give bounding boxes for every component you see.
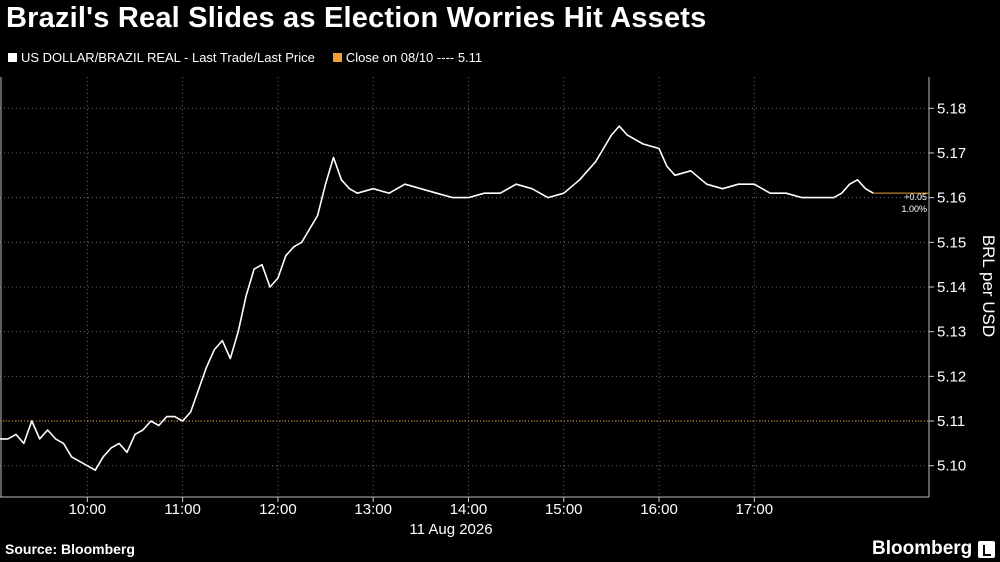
y-tick-label: 5.16 <box>937 190 966 207</box>
change-pct-label: 1.00% <box>901 204 927 214</box>
grid <box>0 77 929 497</box>
x-tick-label: 16:00 <box>640 501 678 518</box>
y-tick-label: 5.12 <box>937 368 966 385</box>
x-tick-label: 14:00 <box>450 501 488 518</box>
legend-series-label: US DOLLAR/BRAZIL REAL - Last Trade/Last … <box>21 50 315 65</box>
close-swatch <box>332 53 342 62</box>
chart-badge-icon <box>978 540 996 558</box>
usdbrl-price-line <box>0 125 874 472</box>
chart-title: Brazil's Real Slides as Election Worries… <box>6 2 707 34</box>
y-tick-label: 5.18 <box>937 100 966 117</box>
x-tick-label: 10:00 <box>69 501 107 518</box>
legend-close-label: Close on 08/10 ---- 5.11 <box>345 50 483 65</box>
y-tick-label: 5.15 <box>937 234 966 251</box>
series-group <box>0 125 929 472</box>
brand-wordmark: Bloomberg <box>872 538 973 559</box>
x-tick-label: 12:00 <box>259 501 297 518</box>
brand-logo: Bloomberg <box>872 538 996 560</box>
x-tick-label: 11:00 <box>164 501 200 518</box>
x-axis-date-label: 11 Aug 2026 <box>409 521 493 538</box>
axes <box>0 77 934 502</box>
source-note: Source: Bloomberg <box>5 541 135 557</box>
x-tick-label: 17:00 <box>736 501 774 518</box>
x-tick-label: 13:00 <box>354 501 392 518</box>
tick-labels: 5.10 5.11 5.12 5.13 5.14 5.15 5.16 5.17 5.18 10:0… <box>69 100 967 518</box>
legend: US DOLLAR/BRAZIL REAL - Last Trade/Last … <box>8 50 482 65</box>
y-tick-label: 5.13 <box>937 324 966 341</box>
y-tick-label: 5.17 <box>937 145 966 162</box>
y-axis-label: BRL per USD <box>979 234 998 338</box>
series-swatch <box>8 53 17 62</box>
y-tick-label: 5.11 <box>937 413 965 430</box>
change-abs-label: +0.05 <box>904 192 927 202</box>
x-tick-label: 15:00 <box>545 501 583 518</box>
y-tick-label: 5.10 <box>937 458 966 475</box>
y-tick-label: 5.14 <box>937 279 966 296</box>
